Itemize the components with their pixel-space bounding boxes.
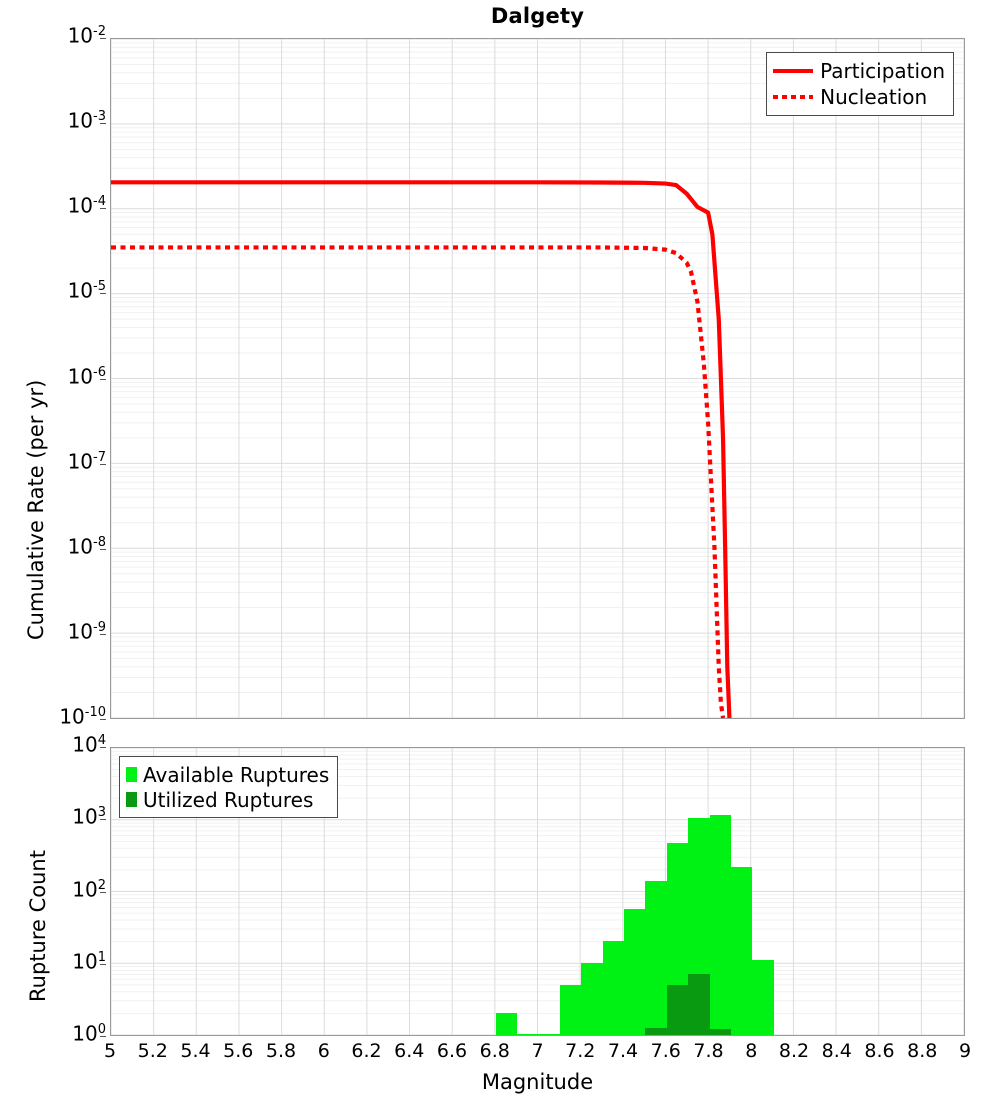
y-tick-mark: [100, 1036, 106, 1037]
legend-label-utilized-ruptures: Utilized Ruptures: [143, 787, 314, 812]
y-tick-mark: [100, 963, 106, 965]
bar-utilized-ruptures: [666, 984, 689, 1035]
y-tick-mark: [100, 123, 106, 125]
bar-available-ruptures: [538, 1033, 560, 1035]
y-tick-label: 103: [72, 804, 106, 829]
cumulative-rate-plot: Participation Nucleation: [110, 38, 965, 719]
x-tick-label: 6.8: [479, 1040, 510, 1062]
x-tick-label: 8.4: [821, 1040, 852, 1062]
x-tick-label: 6.6: [436, 1040, 468, 1062]
nucleation-curve: [111, 247, 723, 718]
y-tick-mark: [100, 633, 106, 635]
top-y-tick-labels: 10-2 10-3 10-4 10-5 10-6 10-7 10-8 10-9 10-10: [20, 25, 106, 727]
y-tick-label: 10-9: [67, 619, 106, 644]
bar-available-ruptures: [645, 881, 667, 1035]
y-tick-label: 10-5: [67, 279, 106, 304]
available-ruptures-swatch: [126, 767, 137, 782]
rupture-count-plot: Available Ruptures Utilized Ruptures: [110, 747, 965, 1036]
bar-available-ruptures: [730, 867, 753, 1035]
y-tick-mark: [100, 463, 106, 465]
x-tick-label: 8.8: [907, 1040, 938, 1062]
x-tick-label: 7: [531, 1040, 544, 1062]
bar-available-ruptures: [517, 1033, 539, 1035]
y-tick-mark: [100, 819, 106, 821]
top-y-axis-title: Cumulative Rate (per yr): [24, 379, 48, 640]
bottom-legend: Available Ruptures Utilized Ruptures: [119, 756, 339, 818]
utilized-ruptures-swatch: [126, 792, 137, 807]
legend-item-participation[interactable]: Participation: [773, 58, 945, 84]
legend-item-nucleation[interactable]: Nucleation: [773, 84, 945, 110]
y-tick-mark: [100, 747, 106, 748]
y-tick-label: 101: [72, 949, 106, 974]
y-tick-label: 10-6: [67, 364, 106, 389]
bottom-y-tick-labels: 104 103 102 101 100: [20, 734, 106, 1044]
bar-available-ruptures: [624, 909, 646, 1035]
mfd-curves: [111, 39, 964, 718]
x-tick-label: 5.6: [223, 1040, 254, 1062]
y-tick-label: 100: [72, 1021, 106, 1046]
legend-label-available-ruptures: Available Ruptures: [143, 762, 330, 787]
y-tick-mark: [100, 719, 106, 720]
participation-line-swatch: [773, 69, 814, 73]
x-tick-label: 8.6: [864, 1040, 895, 1062]
legend-label-nucleation: Nucleation: [820, 85, 928, 109]
x-tick-label: 5.8: [265, 1040, 297, 1062]
x-tick-label: 5: [103, 1040, 117, 1062]
x-tick-label: 7.4: [607, 1040, 639, 1062]
bar-available-ruptures: [495, 1013, 518, 1035]
y-tick-label: 10-4: [67, 193, 106, 218]
legend-item-available-ruptures[interactable]: Available Ruptures: [126, 762, 329, 787]
y-tick-label: 10-10: [59, 704, 106, 729]
y-tick-label: 102: [72, 877, 106, 902]
y-tick-label: 10-2: [67, 23, 106, 48]
x-tick-label: 6.2: [351, 1040, 382, 1062]
bottom-gridlines: [111, 748, 964, 1035]
bar-available-ruptures: [559, 984, 582, 1035]
x-tick-label: 7.2: [565, 1040, 596, 1062]
y-tick-mark: [100, 38, 106, 39]
x-tick-label: 6.4: [394, 1040, 425, 1062]
bar-available-ruptures: [752, 959, 774, 1035]
legend-item-utilized-ruptures[interactable]: Utilized Ruptures: [126, 787, 329, 812]
x-tick-label: 5.4: [180, 1040, 211, 1062]
bar-utilized-ruptures: [645, 1028, 667, 1035]
bar-available-ruptures: [581, 962, 603, 1035]
x-tick-label: 9: [958, 1040, 972, 1062]
nucleation-line-swatch: [773, 95, 814, 99]
y-tick-label: 10-3: [67, 108, 106, 133]
x-tick-label: 8: [745, 1040, 758, 1062]
bar-available-ruptures: [709, 815, 731, 1035]
x-tick-label: 7.8: [693, 1040, 724, 1062]
legend-label-participation: Participation: [820, 59, 945, 83]
top-gridlines: [111, 39, 964, 718]
x-axis-title: Magnitude: [481, 1070, 594, 1094]
participation-curve: [111, 182, 729, 718]
bar-utilized-ruptures: [709, 1029, 731, 1035]
y-tick-mark: [100, 293, 106, 295]
bottom-y-axis-title: Rupture Count: [26, 850, 50, 1002]
bar-utilized-ruptures: [688, 973, 710, 1035]
x-tick-label: 8.2: [778, 1040, 810, 1062]
rupture-histogram: [111, 748, 964, 1035]
y-tick-mark: [100, 208, 106, 210]
top-legend: Participation Nucleation: [766, 52, 954, 116]
y-tick-label: 10-7: [67, 449, 106, 474]
y-tick-mark: [100, 891, 106, 893]
y-tick-mark: [100, 548, 106, 550]
figure-title: Dalgety: [490, 4, 585, 28]
x-tick-label: 6: [317, 1040, 330, 1062]
y-tick-label: 10-8: [67, 534, 106, 559]
x-tick-label: 5.2: [137, 1040, 168, 1062]
x-tick-label: 7.6: [650, 1040, 681, 1062]
bar-available-ruptures: [602, 941, 624, 1035]
y-tick-label: 104: [72, 732, 106, 757]
y-tick-mark: [100, 378, 106, 380]
